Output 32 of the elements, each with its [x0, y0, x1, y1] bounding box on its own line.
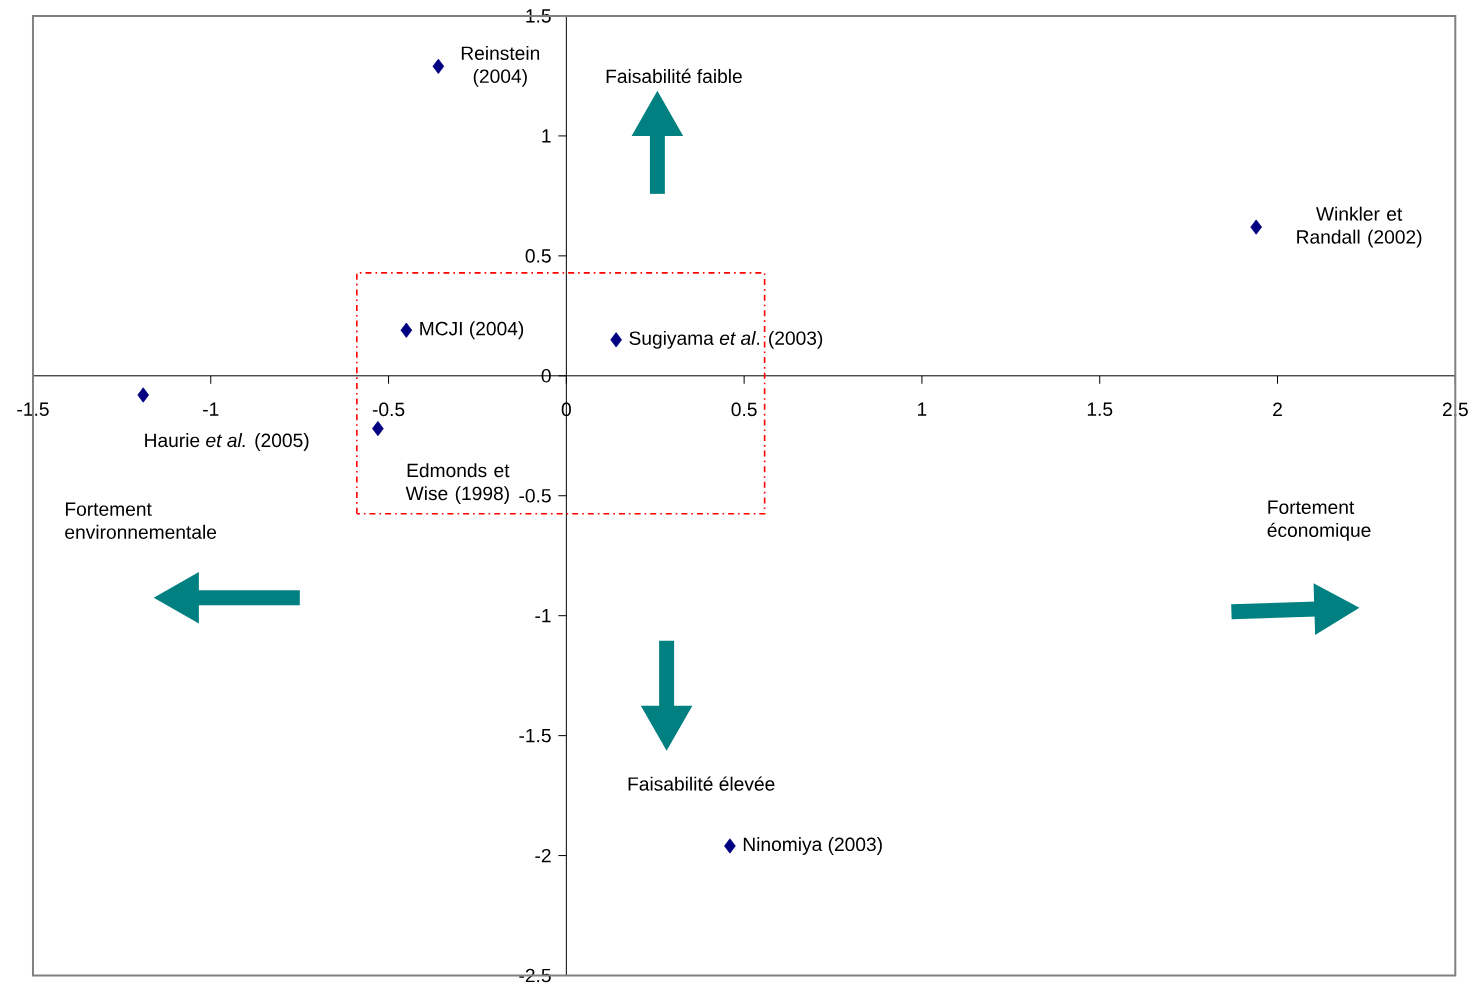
x-tick-label: 0.5 — [731, 402, 757, 417]
point — [400, 322, 413, 338]
y-tick-label: 0.5 — [525, 249, 551, 263]
point — [432, 58, 445, 75]
x-tick-label: -0.5 — [372, 402, 405, 417]
point — [610, 332, 622, 348]
x-tick-label: 1 — [918, 402, 927, 416]
x-tick-label: 1.5 — [1087, 402, 1113, 417]
annotation: Ninomiya (2003) — [743, 837, 882, 856]
annotation: MCJI (2004) — [420, 321, 524, 340]
annotation: Fortement environnementale — [65, 502, 217, 540]
annotation: Fortement économique — [1267, 500, 1371, 541]
annotation: Haurie et al. (2005) — [145, 433, 309, 452]
x-tick-label: 2 — [1273, 402, 1282, 417]
y-tick-label: -1 — [535, 609, 551, 623]
annotation: Reinstein (2004) — [461, 46, 540, 87]
point — [724, 838, 736, 854]
y-tick-label: 1 — [542, 129, 551, 143]
annotation: Edmonds et Wise (1998) — [405, 463, 510, 505]
annotation: Faisabilité faible — [606, 68, 742, 84]
y-tick-label: -0.5 — [519, 489, 551, 503]
x-tick-label: -1.5 — [17, 402, 49, 417]
point — [1250, 219, 1262, 235]
point — [372, 421, 384, 437]
y-tick-label: -2 — [535, 849, 551, 863]
y-tick-label: -1.5 — [519, 729, 551, 743]
x-tick-label: 2.5 — [1442, 402, 1468, 417]
annotation: Sugiyama et al. (2003) — [629, 331, 823, 349]
annotation: Faisabilité élevée — [628, 776, 775, 791]
annotation: Winkler et Randall (2002) — [1297, 206, 1422, 248]
point — [137, 387, 150, 403]
x-tick-label: -1 — [203, 402, 219, 416]
